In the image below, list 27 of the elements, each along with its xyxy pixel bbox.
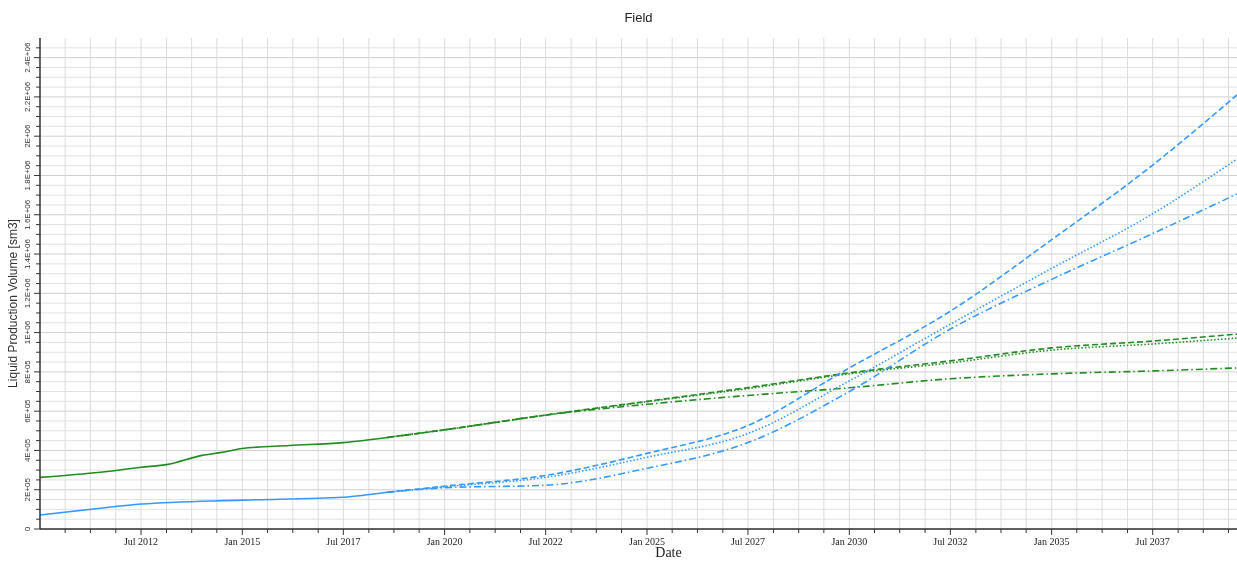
- y-tick-label: 1.2E+06: [23, 277, 32, 309]
- x-tick-label: Jan 2015: [224, 536, 261, 547]
- y-axis-title: Liquid Production Volume [sm3]: [6, 219, 20, 388]
- x-tick-label: Jul 2032: [933, 536, 968, 547]
- y-tick-label: 1.6E+06: [23, 199, 32, 230]
- x-tick-label: Jan 2025: [629, 536, 665, 547]
- y-tick-label: 4E+05: [23, 438, 32, 463]
- y-tick-label: 6E+05: [23, 398, 32, 423]
- y-tick-label: 1E+06: [23, 320, 32, 345]
- y-tick-label: 1.4E+06: [23, 238, 32, 270]
- y-tick-label: 2E+05: [23, 477, 32, 502]
- x-tick-label: Jul 2017: [326, 536, 361, 547]
- x-tick-label: Jul 2027: [730, 536, 766, 547]
- x-tick-label: Jul 2012: [123, 536, 159, 547]
- y-tick-label: 2.4E+06: [23, 42, 32, 73]
- x-tick-label: Jul 2037: [1135, 536, 1170, 547]
- x-axis-title: Date: [655, 545, 682, 560]
- y-tick-label: 1.8E+06: [23, 159, 32, 191]
- y-tick-label: 8E+05: [23, 359, 32, 384]
- x-tick-label: Jan 2020: [426, 536, 463, 547]
- x-tick-label: Jan 2030: [831, 536, 868, 547]
- y-tick-label: 0: [23, 526, 32, 532]
- y-tick-label: 2.2E+06: [23, 81, 32, 112]
- y-tick-label: 2E+06: [23, 123, 32, 148]
- x-tick-label: Jan 2035: [1033, 536, 1070, 547]
- x-tick-label: Jul 2022: [528, 536, 563, 547]
- chart-title: Field: [624, 10, 653, 25]
